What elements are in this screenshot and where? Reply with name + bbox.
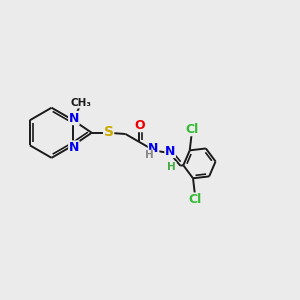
Text: N: N bbox=[165, 145, 175, 158]
Text: N: N bbox=[148, 142, 159, 155]
Text: O: O bbox=[134, 118, 145, 132]
Text: N: N bbox=[69, 141, 79, 154]
Text: N: N bbox=[69, 112, 79, 124]
Text: Cl: Cl bbox=[189, 193, 202, 206]
Text: H: H bbox=[167, 162, 176, 172]
Text: H: H bbox=[146, 150, 154, 161]
Text: S: S bbox=[103, 125, 114, 139]
Text: Cl: Cl bbox=[185, 123, 199, 136]
Text: CH₃: CH₃ bbox=[70, 98, 91, 108]
